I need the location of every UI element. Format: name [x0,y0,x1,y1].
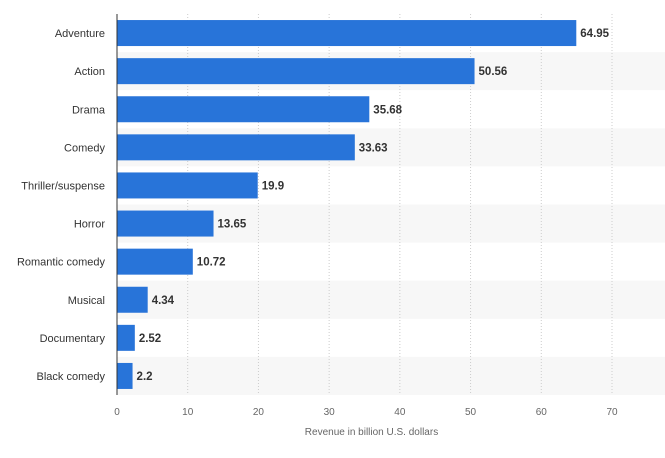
category-label: Thriller/suspense [21,180,105,192]
value-label: 2.2 [137,371,153,383]
category-label: Black comedy [37,371,106,383]
value-label: 64.95 [580,28,609,40]
value-label: 10.72 [197,257,226,269]
category-label: Comedy [64,142,105,154]
category-labels: Adventure Action Drama Comedy Thriller/suspe… [17,28,106,383]
x-tick-label: 50 [465,407,477,418]
row-bands [117,52,665,395]
category-label: Adventure [55,28,105,40]
value-label: 2.52 [139,333,161,345]
row-band [117,356,665,395]
value-label: 19.9 [262,180,284,192]
value-label: 13.65 [218,219,247,231]
bar [117,324,135,351]
x-tick-label: 0 [114,407,120,418]
category-label: Musical [68,295,105,307]
bar [117,96,370,123]
x-tick-label: 70 [606,407,618,418]
bar [117,248,193,275]
value-label: 35.68 [373,104,402,116]
category-label: Action [74,66,105,78]
value-label: 33.63 [359,142,388,154]
category-label: Horror [74,219,106,231]
bar [117,286,148,313]
x-axis-title: Revenue in billion U.S. dollars [305,427,438,438]
bar [117,58,475,85]
row-band [117,280,665,319]
bar [117,20,577,47]
bar [117,134,355,161]
category-label: Romantic comedy [17,257,106,269]
bars [117,20,577,389]
value-label: 4.34 [152,295,175,307]
x-tick-labels: 0 10 20 30 40 50 60 70 [114,407,618,418]
value-label: 50.56 [479,66,508,78]
x-tick-label: 10 [182,407,194,418]
x-tick-label: 20 [253,407,265,418]
x-tick-label: 40 [394,407,406,418]
bar [117,210,214,237]
category-label: Documentary [40,333,106,345]
x-tick-label: 30 [324,407,336,418]
x-tick-label: 60 [536,407,548,418]
category-label: Drama [72,104,106,116]
bar [117,362,133,389]
value-labels: 64.95 50.56 35.68 33.63 19.9 13.65 10.72 4.34 2.… [137,28,610,383]
bar [117,172,258,199]
